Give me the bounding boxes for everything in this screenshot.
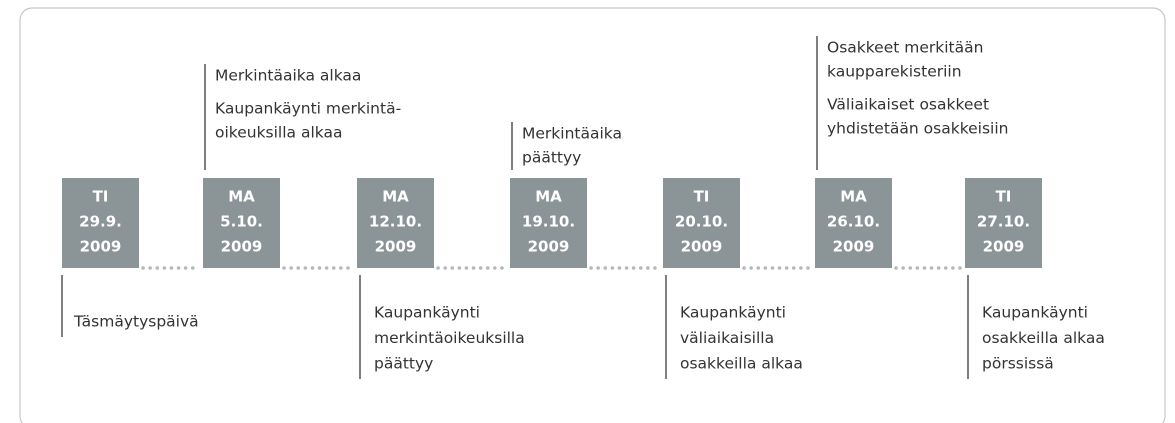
year: 2009 — [681, 238, 723, 256]
frame — [19, 7, 1166, 423]
date: 20.10. — [675, 213, 728, 231]
year: 2009 — [375, 238, 417, 256]
day: TI — [996, 188, 1012, 206]
event-text: Kaupankäynti — [374, 304, 480, 322]
event-text: väliaikaisilla — [680, 329, 774, 347]
date: 27.10. — [977, 213, 1030, 231]
date-box — [815, 178, 892, 268]
date-box — [357, 178, 434, 268]
event-text: kaupparekisteriin — [827, 63, 962, 81]
event-text: Kaupankäynti — [982, 304, 1088, 322]
date-box — [62, 178, 139, 268]
year: 2009 — [983, 238, 1025, 256]
event-text: yhdistetään osakkeisiin — [827, 120, 1008, 138]
date: 5.10. — [220, 213, 263, 231]
event-text: osakkeilla alkaa — [680, 355, 803, 373]
event-text: päättyy — [522, 149, 581, 167]
event-text: Kaupankäynti merkintä- — [215, 100, 401, 118]
date: 26.10. — [827, 213, 880, 231]
event-text: päättyy — [374, 355, 433, 373]
day: MA — [840, 188, 867, 206]
event-text: Merkintäaika — [522, 125, 622, 143]
event-text: Kaupankäynti — [680, 304, 786, 322]
day: TI — [694, 188, 710, 206]
date-box — [965, 178, 1042, 268]
year: 2009 — [833, 238, 875, 256]
date: 29.9. — [79, 213, 122, 231]
date-box — [510, 178, 587, 268]
date: 19.10. — [522, 213, 575, 231]
date-box — [203, 178, 280, 268]
date: 12.10. — [369, 213, 422, 231]
day: MA — [228, 188, 255, 206]
year: 2009 — [528, 238, 570, 256]
event-text: Täsmäytyspäivä — [73, 313, 199, 331]
event-text: osakkeilla alkaa — [982, 329, 1105, 347]
year: 2009 — [221, 238, 263, 256]
day: MA — [382, 188, 409, 206]
event-text: oikeuksilla alkaa — [215, 124, 342, 142]
event-text: merkintäoikeuksilla — [374, 329, 525, 347]
event-text: pörssissä — [982, 355, 1054, 373]
year: 2009 — [80, 238, 122, 256]
day: TI — [93, 188, 109, 206]
event-text: Osakkeet merkitään — [827, 39, 983, 57]
day: MA — [535, 188, 562, 206]
event-text: Merkintäaika alkaa — [215, 67, 361, 85]
date-box — [663, 178, 740, 268]
event-text: Väliaikaiset osakkeet — [827, 96, 989, 114]
